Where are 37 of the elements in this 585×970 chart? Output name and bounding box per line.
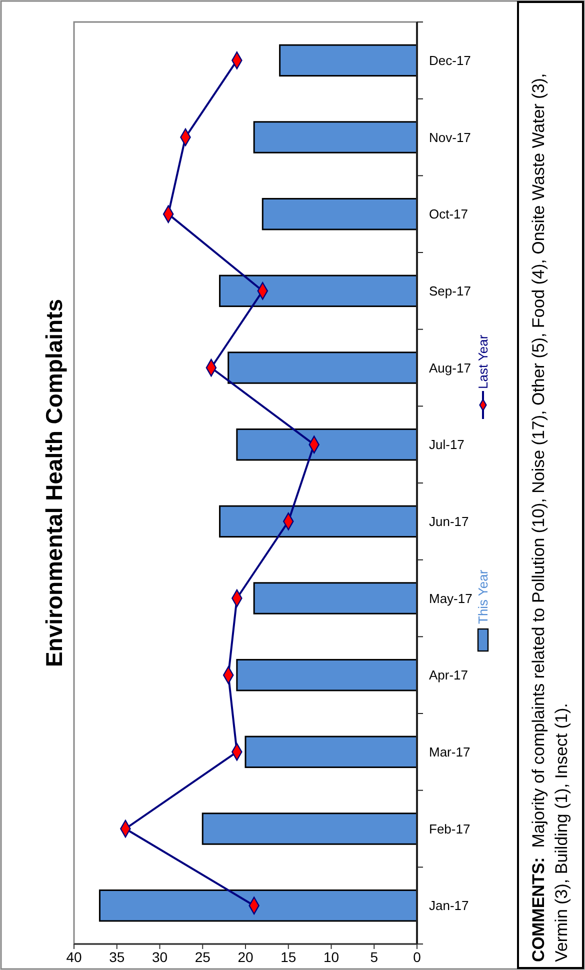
y-tick-label: Feb-17	[429, 821, 470, 836]
x-tick-label: 10	[323, 949, 340, 965]
bar	[262, 198, 418, 230]
x-tick-label: 40	[66, 949, 82, 965]
bar	[202, 812, 418, 845]
y-tick-label: Sep-17	[429, 283, 471, 298]
x-tick-label: 35	[109, 949, 125, 965]
y-tick-label: Jan-17	[429, 898, 469, 914]
x-tick-label: 5	[370, 949, 378, 965]
x-tick-label: 20	[238, 949, 254, 965]
y-tick-label: May-17	[429, 590, 472, 606]
x-tick-label: 15	[280, 949, 296, 965]
bar	[236, 428, 418, 461]
x-tick-label: 30	[152, 949, 168, 965]
bar	[219, 505, 418, 538]
y-tick-label: Jun-17	[429, 514, 469, 529]
y-tick-label: Nov-17	[429, 130, 471, 145]
y-tick-label: Jul-17	[429, 437, 464, 452]
bar	[244, 736, 418, 768]
bar	[219, 274, 418, 308]
x-tick-label: 25	[194, 949, 211, 965]
bar	[228, 352, 418, 384]
bar	[279, 44, 418, 77]
y-tick-label: Mar-17	[429, 744, 470, 760]
text: This Year	[476, 569, 491, 624]
y-tick-label: Apr-17	[429, 668, 468, 683]
bar	[253, 121, 418, 154]
bar	[98, 889, 418, 922]
bar	[253, 582, 418, 614]
text: Environmental Health Complaints	[41, 298, 67, 668]
text: Last Year	[476, 334, 491, 389]
bar	[236, 658, 418, 692]
y-tick-label: Dec-17	[429, 52, 471, 68]
text: COMMENTS: Majority of complaints related to Pollution (10), Noise (17), Other (5), Food (4), Onsite Waste Water (3), Vermin (3), Building (1), Insect (1).	[529, 73, 571, 962]
x-tick-label: 0	[413, 949, 422, 965]
y-tick-label: Aug-17	[429, 360, 471, 376]
y-tick-label: Oct-17	[429, 206, 468, 222]
